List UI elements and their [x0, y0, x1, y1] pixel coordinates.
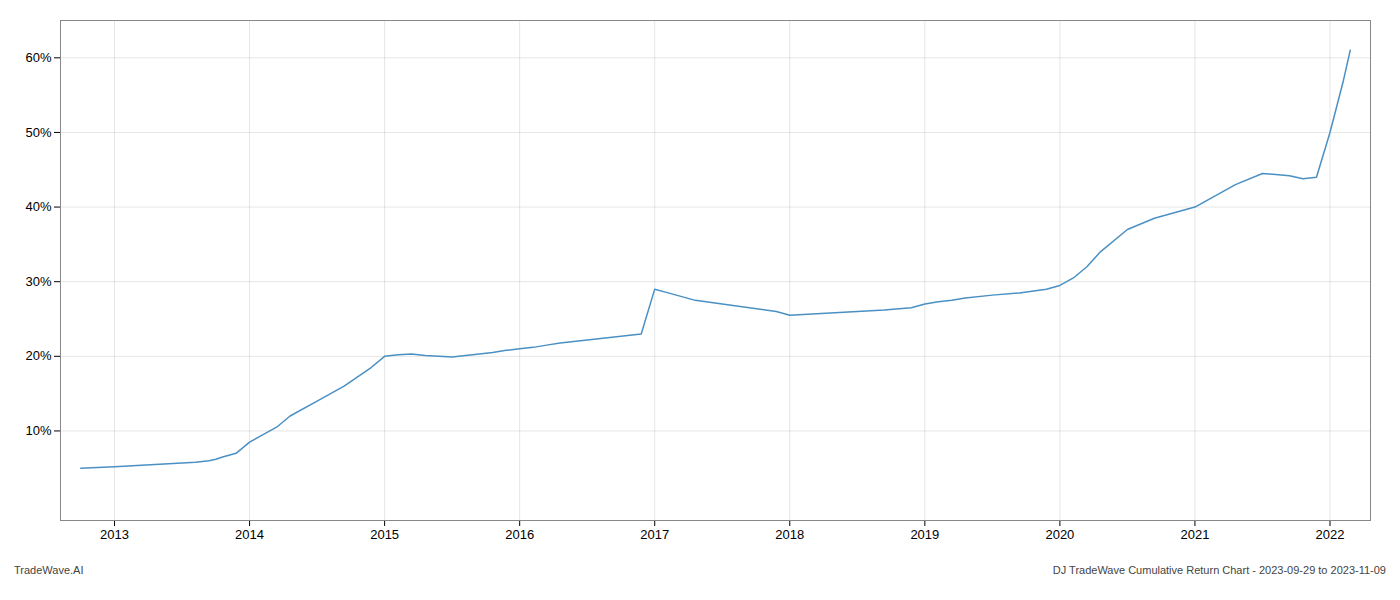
svg-text:2019: 2019	[910, 527, 939, 542]
svg-text:2022: 2022	[1316, 527, 1345, 542]
svg-text:40%: 40%	[25, 199, 51, 214]
svg-text:2018: 2018	[775, 527, 804, 542]
svg-text:2016: 2016	[505, 527, 534, 542]
svg-text:2013: 2013	[100, 527, 129, 542]
svg-text:60%: 60%	[25, 50, 51, 65]
svg-text:2014: 2014	[235, 527, 264, 542]
svg-text:30%: 30%	[25, 274, 51, 289]
svg-text:10%: 10%	[25, 423, 51, 438]
svg-text:50%: 50%	[25, 125, 51, 140]
svg-text:20%: 20%	[25, 348, 51, 363]
svg-text:2017: 2017	[640, 527, 669, 542]
svg-text:2021: 2021	[1180, 527, 1209, 542]
html-text:TradeWave.AI: TradeWave.AI	[14, 564, 84, 576]
svg-text:2020: 2020	[1045, 527, 1074, 542]
svg-text:2015: 2015	[370, 527, 399, 542]
html-text:DJ TradeWave Cumulative Return: DJ TradeWave Cumulative Return Chart - 2…	[1052, 564, 1386, 576]
